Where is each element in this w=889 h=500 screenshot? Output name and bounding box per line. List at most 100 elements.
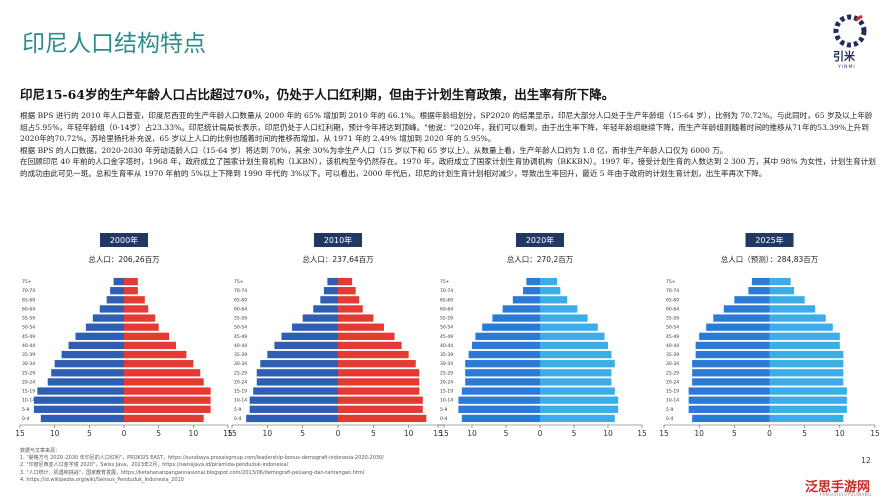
bar: [85, 323, 124, 331]
bar: [110, 287, 124, 295]
bar: [47, 378, 124, 386]
bar: [688, 396, 770, 404]
bar: [540, 332, 605, 340]
bar: [68, 341, 124, 350]
x-tick-label: 15: [227, 429, 237, 438]
bar: [124, 369, 201, 377]
y-tick-label: 60-64: [666, 306, 679, 312]
y-tick-label: 30-34: [234, 361, 247, 367]
y-tick-label: 15-19: [666, 389, 679, 395]
bar: [461, 387, 540, 395]
y-tick-label: 30-34: [22, 361, 35, 367]
x-tick-label: 5: [504, 429, 509, 438]
sources: 数据与文章来源： 1. "婴格方与 2020–2030 年印尼的人口红利"，PR…: [20, 448, 620, 484]
bar: [33, 396, 124, 404]
bar: [465, 369, 540, 377]
bar: [769, 387, 847, 395]
x-tick-label: 10: [404, 429, 414, 438]
bar: [124, 341, 176, 350]
bar: [249, 396, 338, 404]
bar: [281, 332, 338, 340]
logo-name: 引米: [833, 50, 855, 63]
y-tick-label: 30-34: [440, 361, 453, 367]
bar: [338, 369, 420, 377]
bar: [540, 369, 612, 377]
bar: [465, 360, 540, 368]
bar: [338, 305, 363, 313]
y-tick-label: 25-29: [22, 370, 35, 376]
y-tick-label: 25-29: [234, 370, 247, 376]
bar: [769, 396, 847, 404]
bar: [302, 314, 338, 322]
year-box: [100, 233, 148, 247]
y-tick-label: 30-34: [666, 361, 679, 367]
x-tick-label: 15: [433, 429, 443, 438]
bar: [313, 305, 338, 313]
bar: [512, 296, 540, 304]
x-tick-label: 0: [767, 429, 772, 438]
bar: [267, 350, 338, 359]
y-tick-label: 50-54: [234, 325, 247, 331]
y-tick-label: 10-14: [666, 398, 679, 404]
chart-subtitle: 总人口（预测）：284,83百万: [721, 254, 819, 264]
y-tick-label: 55-59: [440, 316, 453, 322]
bar: [540, 323, 598, 331]
bar: [260, 360, 338, 368]
year-box: [516, 233, 564, 247]
bar: [124, 287, 138, 295]
bar: [124, 387, 211, 395]
bar: [769, 369, 844, 377]
x-tick-label: 5: [802, 429, 807, 438]
y-tick-label: 75+: [234, 279, 244, 285]
y-tick-label: 55-59: [22, 316, 35, 322]
bar: [706, 323, 770, 331]
bar: [338, 414, 427, 423]
paragraph: 根据 BPS 的人口数据，2020-2030 年劳动适龄人口（15-64 岁）将…: [20, 145, 728, 155]
y-tick-label: 35-39: [22, 352, 35, 358]
bar: [256, 378, 338, 386]
year-box: [745, 233, 794, 247]
bar: [124, 396, 211, 404]
y-tick-label: 75+: [22, 279, 32, 285]
bar: [692, 378, 770, 386]
bar: [769, 378, 844, 386]
y-tick-label: 45-49: [440, 334, 453, 340]
bar: [124, 314, 156, 322]
y-tick-label: 50-54: [22, 325, 35, 331]
bar: [124, 378, 204, 386]
bar: [292, 323, 338, 331]
y-tick-label: 40-44: [234, 343, 247, 349]
logo-mark: [833, 14, 867, 48]
bar: [769, 287, 795, 295]
x-tick-label: 5: [300, 429, 305, 438]
y-tick-label: 20-24: [666, 379, 679, 385]
bar: [540, 378, 612, 386]
x-tick-label: 5: [732, 429, 737, 438]
bar: [723, 305, 770, 313]
bar: [338, 378, 420, 386]
bar: [695, 350, 770, 359]
bar: [748, 287, 770, 295]
bar: [688, 387, 770, 395]
bar: [113, 277, 124, 286]
y-tick-label: 0-4: [234, 416, 241, 422]
y-tick-label: 35-39: [666, 352, 679, 358]
bar: [106, 296, 124, 304]
bar: [338, 332, 395, 340]
bar: [769, 341, 840, 350]
bar: [338, 323, 384, 331]
y-tick-label: 50-54: [666, 325, 679, 331]
bar: [472, 341, 540, 350]
x-tick-label: 10: [50, 429, 60, 438]
bar: [526, 277, 540, 286]
y-tick-label: 5-9: [22, 407, 29, 413]
y-tick-label: 45-49: [234, 334, 247, 340]
watermark-latin: FANSISHOUYOUWANG: [820, 492, 872, 497]
body-text: 根据 BPS 进行的 2010 年人口普查，印度尼西亚的生产年龄人口数量从 20…: [20, 110, 878, 180]
bar: [769, 332, 840, 340]
bar: [124, 323, 159, 331]
bar: [540, 360, 615, 368]
x-tick-label: 0: [122, 429, 127, 438]
y-tick-label: 35-39: [234, 352, 247, 358]
bar: [323, 287, 338, 295]
